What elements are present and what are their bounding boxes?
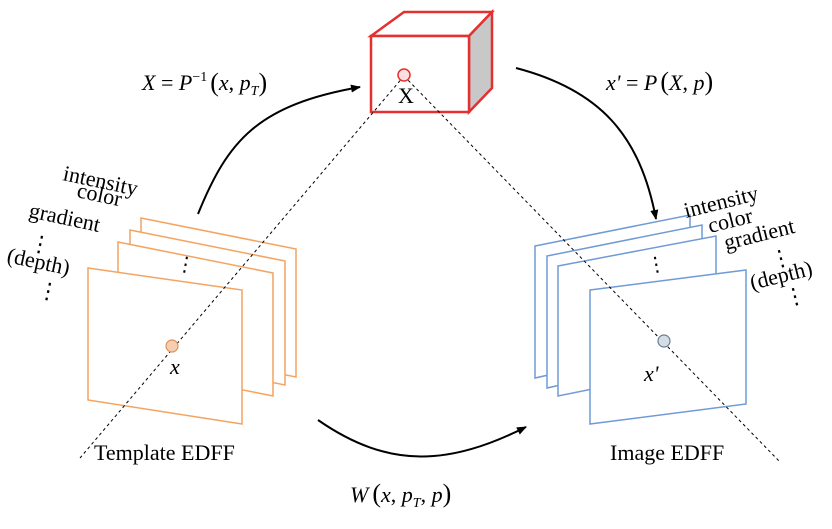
template-edff-caption: Template EDFF — [94, 440, 235, 465]
arrow-back-projection — [197, 84, 361, 215]
template-channel-label: ⋮ — [27, 229, 54, 258]
equation-projection: x' = P (X, p) — [605, 67, 713, 96]
equation-back-projection: X = P−1 (x, pT) — [141, 68, 267, 99]
cube — [367, 8, 495, 116]
template-channel-label: ⋮ — [35, 276, 62, 305]
template-point-marker — [165, 339, 179, 353]
template-frame — [87, 267, 243, 425]
template-stack-ellipsis: ⋮ — [174, 252, 198, 277]
template-point-label: x — [169, 354, 180, 379]
point-3d-marker — [397, 68, 411, 82]
arrow-warp — [317, 419, 527, 458]
image-point-label: x' — [643, 361, 659, 386]
arrow-projection — [515, 67, 659, 220]
image-edff-caption: Image EDFF — [610, 440, 724, 465]
image-channel-label: ⋮ — [781, 281, 808, 311]
equation-warp: W (x, pT, p) — [350, 479, 451, 511]
image-stack-ellipsis: ⋮ — [644, 252, 668, 277]
image-point-marker — [657, 334, 671, 348]
template-channel-label: (depth) — [5, 242, 72, 280]
template-edff-stack — [87, 217, 297, 425]
image-edff-stack — [534, 214, 747, 425]
point-3d-label: X — [398, 83, 414, 108]
cube-front-face — [369, 34, 471, 114]
